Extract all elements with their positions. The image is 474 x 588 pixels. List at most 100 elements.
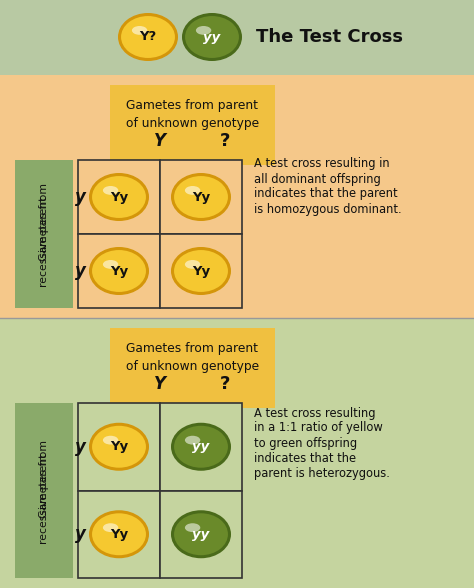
Ellipse shape xyxy=(120,15,176,59)
Ellipse shape xyxy=(177,516,225,553)
Ellipse shape xyxy=(171,510,231,558)
Text: A test cross resulting in: A test cross resulting in xyxy=(254,158,390,171)
Ellipse shape xyxy=(176,427,226,466)
Ellipse shape xyxy=(94,514,144,554)
Text: in a 1:1 ratio of yellow: in a 1:1 ratio of yellow xyxy=(254,422,383,435)
Text: yy: yy xyxy=(192,440,210,453)
Ellipse shape xyxy=(185,16,238,58)
Ellipse shape xyxy=(176,251,226,291)
Bar xyxy=(110,328,275,408)
Text: Yy: Yy xyxy=(192,265,210,278)
Text: Yy: Yy xyxy=(110,265,128,278)
Ellipse shape xyxy=(103,186,118,195)
Ellipse shape xyxy=(192,22,232,52)
Ellipse shape xyxy=(191,21,233,54)
Ellipse shape xyxy=(89,173,149,221)
Bar xyxy=(0,318,474,588)
Ellipse shape xyxy=(180,430,222,463)
Text: A test cross resulting: A test cross resulting xyxy=(254,406,375,419)
Ellipse shape xyxy=(173,175,229,219)
Ellipse shape xyxy=(183,183,219,211)
Ellipse shape xyxy=(190,19,235,55)
Text: yy: yy xyxy=(203,31,220,44)
Ellipse shape xyxy=(176,177,226,217)
Text: y: y xyxy=(74,188,85,206)
Ellipse shape xyxy=(98,181,140,213)
Ellipse shape xyxy=(95,252,143,290)
Ellipse shape xyxy=(187,17,237,57)
Text: Gametes from parent: Gametes from parent xyxy=(127,342,258,355)
Ellipse shape xyxy=(97,253,141,289)
Ellipse shape xyxy=(91,425,147,469)
Ellipse shape xyxy=(184,15,240,59)
Ellipse shape xyxy=(174,250,228,292)
Ellipse shape xyxy=(128,22,168,52)
Ellipse shape xyxy=(173,175,229,219)
Ellipse shape xyxy=(173,425,229,469)
Ellipse shape xyxy=(89,247,149,295)
Ellipse shape xyxy=(97,179,141,215)
Text: Yy: Yy xyxy=(110,528,128,541)
Ellipse shape xyxy=(91,512,147,556)
Ellipse shape xyxy=(182,182,220,212)
Text: The Test Cross: The Test Cross xyxy=(256,28,403,46)
Ellipse shape xyxy=(182,519,220,550)
Ellipse shape xyxy=(98,430,140,463)
Ellipse shape xyxy=(101,183,137,211)
Ellipse shape xyxy=(179,517,223,552)
Ellipse shape xyxy=(182,13,242,61)
Text: is homozygous dominant.: is homozygous dominant. xyxy=(254,202,401,215)
Ellipse shape xyxy=(171,247,231,295)
Ellipse shape xyxy=(101,257,137,285)
Ellipse shape xyxy=(101,432,137,461)
Bar xyxy=(78,403,160,490)
Ellipse shape xyxy=(124,18,172,56)
Text: yy: yy xyxy=(192,528,210,541)
Text: to green offspring: to green offspring xyxy=(254,436,357,449)
Bar xyxy=(78,234,160,308)
Ellipse shape xyxy=(123,17,173,57)
Text: Y: Y xyxy=(154,132,165,150)
Ellipse shape xyxy=(91,249,147,293)
Ellipse shape xyxy=(185,436,201,445)
Ellipse shape xyxy=(177,252,225,290)
Ellipse shape xyxy=(98,518,140,551)
Ellipse shape xyxy=(174,426,228,467)
Ellipse shape xyxy=(100,519,138,550)
Ellipse shape xyxy=(194,23,230,51)
Text: Gametes from: Gametes from xyxy=(39,439,49,517)
Ellipse shape xyxy=(188,18,236,56)
Ellipse shape xyxy=(97,517,141,552)
Ellipse shape xyxy=(103,436,118,445)
Ellipse shape xyxy=(183,520,219,549)
Bar xyxy=(160,234,242,308)
Text: indicates that the: indicates that the xyxy=(254,452,356,465)
Ellipse shape xyxy=(91,175,147,219)
Ellipse shape xyxy=(173,425,229,469)
Ellipse shape xyxy=(173,249,229,293)
Ellipse shape xyxy=(92,513,146,555)
Ellipse shape xyxy=(185,260,201,269)
Ellipse shape xyxy=(92,250,146,292)
Text: of unknown genotype: of unknown genotype xyxy=(126,117,259,130)
Ellipse shape xyxy=(173,512,229,556)
Ellipse shape xyxy=(91,175,147,219)
Ellipse shape xyxy=(97,429,141,465)
Bar xyxy=(0,0,474,75)
Ellipse shape xyxy=(182,256,220,286)
Bar xyxy=(160,403,242,490)
Text: Yy: Yy xyxy=(110,440,128,453)
Bar xyxy=(78,490,160,578)
Ellipse shape xyxy=(95,178,143,216)
Text: y: y xyxy=(74,262,85,280)
Text: Y?: Y? xyxy=(139,31,156,44)
Ellipse shape xyxy=(91,249,147,293)
Text: y: y xyxy=(74,525,85,543)
Text: all dominant offspring: all dominant offspring xyxy=(254,172,381,185)
Bar xyxy=(15,160,73,308)
Ellipse shape xyxy=(179,253,223,289)
Text: recessive parent: recessive parent xyxy=(39,453,49,544)
Ellipse shape xyxy=(89,510,149,558)
Ellipse shape xyxy=(173,249,229,293)
Ellipse shape xyxy=(196,26,211,35)
